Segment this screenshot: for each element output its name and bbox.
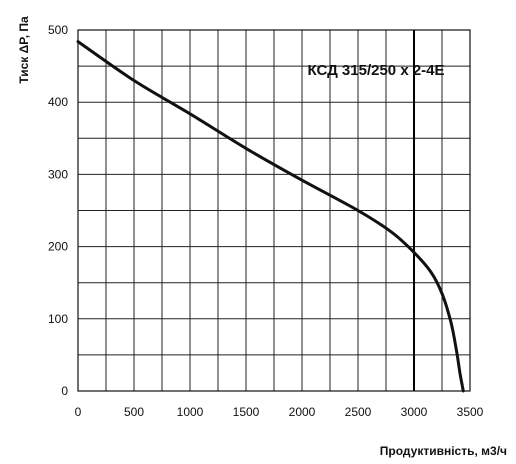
- x-tick-label: 1500: [233, 405, 260, 419]
- plot-border: [77, 29, 471, 392]
- x-tick-label: 2500: [345, 405, 372, 419]
- x-tick-label: 3500: [457, 405, 484, 419]
- y-tick-label: 500: [48, 23, 68, 37]
- y-tick-label: 100: [48, 312, 68, 326]
- x-tick-label: 3000: [401, 405, 428, 419]
- x-tick-label: 0: [75, 405, 82, 419]
- x-tick-label: 1000: [177, 405, 204, 419]
- grid: [78, 30, 470, 391]
- y-tick-label: 400: [48, 95, 68, 109]
- x-tick-label: 2000: [289, 405, 316, 419]
- x-tick-label: 500: [124, 405, 144, 419]
- plot-frame: [77, 29, 471, 392]
- y-tick-label: 0: [61, 384, 68, 398]
- y-axis-label: Тиск ΔP, Па: [17, 16, 31, 84]
- pressure-flow-curve: [76, 40, 465, 393]
- model-label: КСД 315/250 x 2-4E: [307, 62, 444, 79]
- series-group: [76, 40, 465, 393]
- x-axis-label: Продуктивність, м3/ч: [380, 444, 507, 458]
- y-tick-label: 300: [48, 167, 68, 181]
- y-tick-labels: 0 100 200 300 400 500: [48, 23, 68, 398]
- x-tick-labels: 0 500 1000 1500 2000 2500 3000 3500: [75, 405, 484, 419]
- y-tick-label: 200: [48, 240, 68, 254]
